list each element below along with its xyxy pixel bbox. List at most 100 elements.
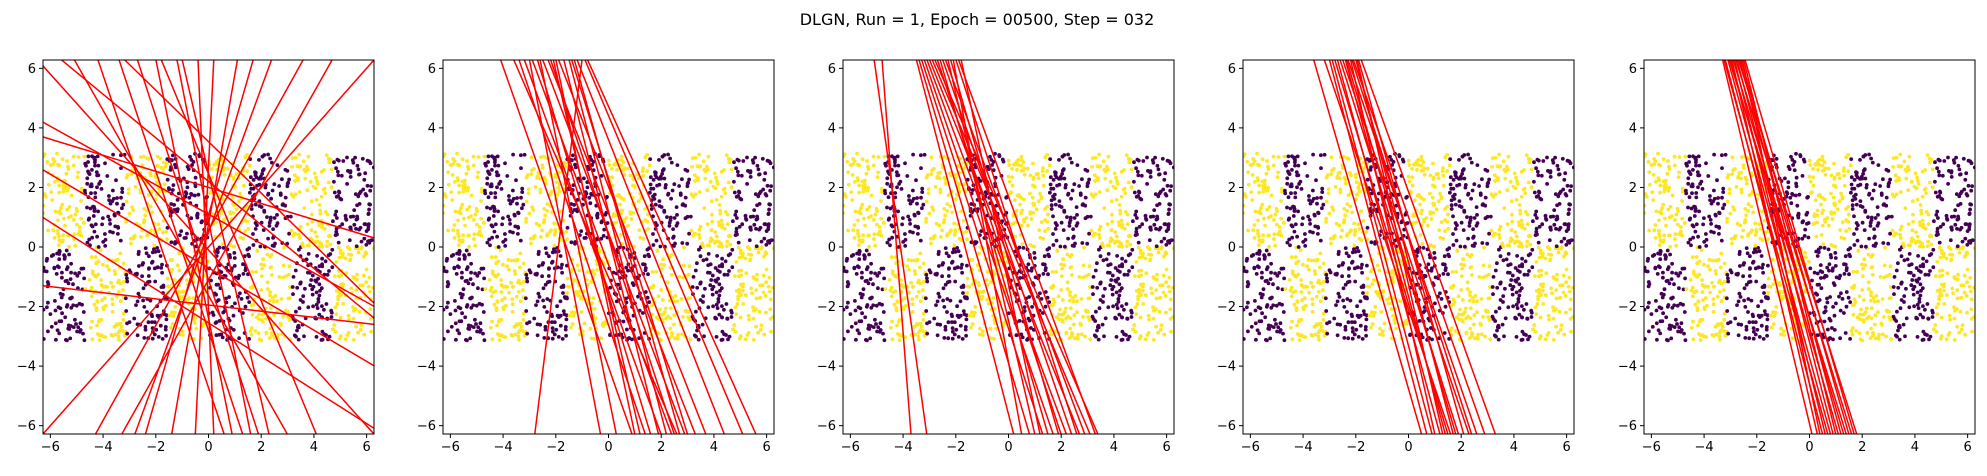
point-class-1 <box>924 220 928 224</box>
point-class-1 <box>1302 306 1306 310</box>
point-class-1 <box>65 159 69 163</box>
point-class-1 <box>219 211 223 215</box>
point-class-0 <box>1247 282 1251 286</box>
point-class-0 <box>547 274 551 278</box>
point-class-1 <box>1015 209 1019 213</box>
point-class-1 <box>940 229 944 233</box>
point-class-1 <box>880 187 884 191</box>
y-tick-label: 4 <box>828 121 836 136</box>
point-class-0 <box>493 196 497 200</box>
point-class-1 <box>857 243 861 247</box>
point-class-0 <box>1141 159 1145 163</box>
point-class-0 <box>297 338 301 342</box>
point-class-1 <box>875 207 879 211</box>
point-class-0 <box>732 160 736 164</box>
point-class-1 <box>453 236 457 240</box>
point-class-1 <box>615 168 619 172</box>
point-class-0 <box>606 221 610 225</box>
point-class-0 <box>647 300 651 304</box>
point-class-1 <box>754 307 758 311</box>
point-class-1 <box>1065 331 1069 335</box>
y-tick-label: −2 <box>417 300 436 315</box>
point-class-1 <box>472 232 476 236</box>
point-class-0 <box>716 306 720 310</box>
point-class-1 <box>494 261 498 265</box>
point-class-0 <box>1130 265 1134 269</box>
point-class-0 <box>713 316 717 320</box>
point-class-0 <box>1136 194 1140 198</box>
point-class-1 <box>687 273 691 277</box>
point-class-0 <box>1050 207 1054 211</box>
point-class-0 <box>233 256 237 260</box>
point-class-1 <box>494 306 498 310</box>
point-class-0 <box>492 205 496 209</box>
point-class-0 <box>1120 286 1124 290</box>
point-class-1 <box>873 244 877 248</box>
x-tick-label: 6 <box>1162 440 1170 455</box>
point-class-0 <box>298 306 302 310</box>
point-class-0 <box>1106 271 1110 275</box>
point-class-0 <box>1278 330 1282 334</box>
point-class-0 <box>718 294 722 298</box>
point-class-1 <box>510 259 514 263</box>
point-class-0 <box>320 257 324 261</box>
point-class-0 <box>345 156 349 160</box>
point-class-0 <box>457 305 461 309</box>
point-class-1 <box>698 228 702 232</box>
point-class-1 <box>188 296 192 300</box>
point-class-1 <box>1159 328 1163 332</box>
point-class-0 <box>472 325 476 329</box>
point-class-1 <box>253 329 257 333</box>
point-class-0 <box>560 263 564 267</box>
point-class-0 <box>194 176 198 180</box>
point-class-0 <box>232 251 236 255</box>
point-class-0 <box>573 208 577 212</box>
point-class-1 <box>238 192 242 196</box>
point-class-1 <box>351 275 355 279</box>
point-class-1 <box>510 333 514 337</box>
point-class-0 <box>964 334 968 338</box>
point-class-1 <box>682 264 686 268</box>
hyperplane-line <box>951 59 1059 434</box>
point-class-1 <box>981 329 985 333</box>
point-class-0 <box>571 154 575 158</box>
point-class-0 <box>1336 333 1340 337</box>
point-class-1 <box>865 208 869 212</box>
point-class-1 <box>498 338 502 342</box>
point-class-1 <box>1106 222 1110 226</box>
point-class-1 <box>676 336 680 340</box>
point-class-1 <box>456 229 460 233</box>
point-class-0 <box>331 219 335 223</box>
point-class-1 <box>1064 307 1068 311</box>
point-class-1 <box>754 288 758 292</box>
point-class-1 <box>728 235 732 239</box>
point-class-1 <box>303 177 307 181</box>
point-class-0 <box>445 257 449 261</box>
point-class-0 <box>157 335 161 339</box>
hyperplane-line <box>177 59 251 434</box>
point-class-1 <box>1051 270 1055 274</box>
point-class-1 <box>1061 257 1065 261</box>
point-class-1 <box>688 337 692 341</box>
point-class-1 <box>1310 297 1314 301</box>
point-class-0 <box>582 177 586 181</box>
point-class-1 <box>733 274 737 278</box>
point-class-1 <box>859 206 863 210</box>
point-class-1 <box>517 335 521 339</box>
point-class-1 <box>916 281 920 285</box>
point-class-0 <box>942 305 946 309</box>
point-class-0 <box>66 327 70 331</box>
point-class-0 <box>768 189 772 193</box>
point-class-0 <box>919 166 923 170</box>
point-class-1 <box>461 157 465 161</box>
point-class-1 <box>648 164 652 168</box>
point-class-0 <box>291 292 295 296</box>
point-class-0 <box>142 286 146 290</box>
point-class-0 <box>855 272 859 276</box>
point-class-1 <box>1122 168 1126 172</box>
point-class-1 <box>93 274 97 278</box>
point-class-1 <box>672 323 676 327</box>
point-class-0 <box>462 253 466 257</box>
point-class-0 <box>82 310 86 314</box>
point-class-1 <box>913 272 917 276</box>
